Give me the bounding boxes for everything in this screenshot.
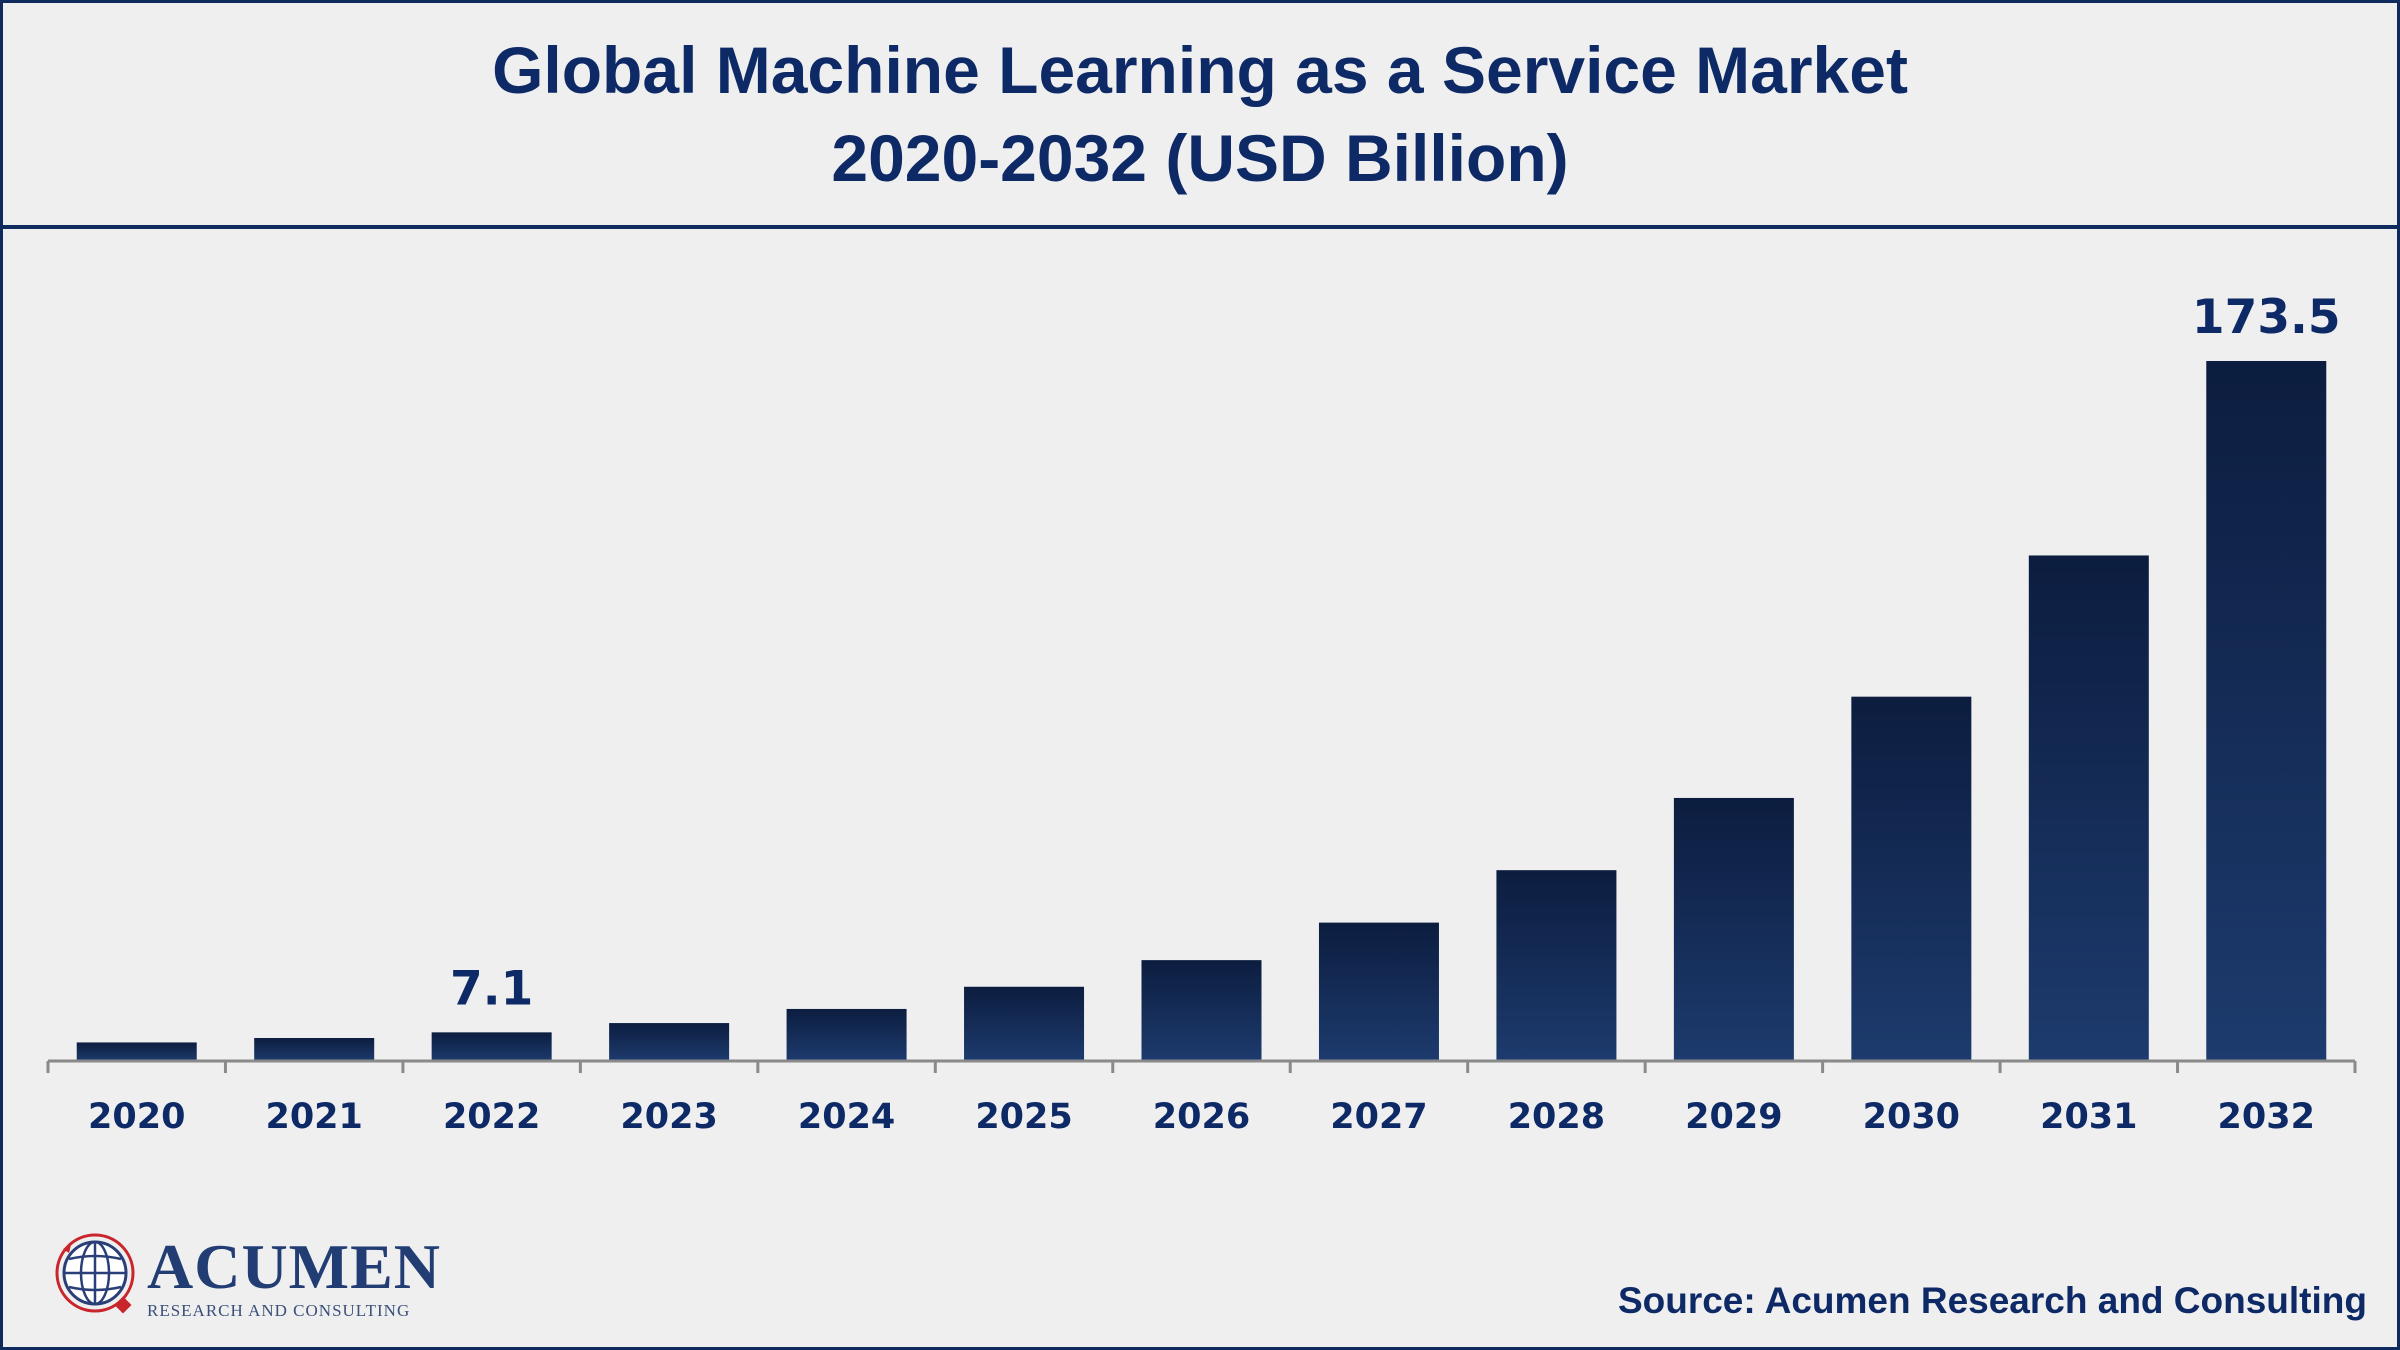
x-tick-label-2024: 2024 — [798, 1097, 895, 1137]
bar-2020 — [76, 1042, 197, 1061]
bar-2027 — [1318, 922, 1439, 1061]
bar-2029 — [1673, 797, 1794, 1061]
data-label-2022: 7.1 — [450, 961, 533, 1016]
bar-2028 — [1496, 870, 1617, 1061]
globe-icon — [55, 1233, 135, 1314]
x-tick-label-2026: 2026 — [1153, 1097, 1250, 1137]
header-divider — [3, 225, 2397, 229]
x-tick-label-2028: 2028 — [1508, 1097, 1605, 1137]
x-tick-label-2020: 2020 — [88, 1097, 185, 1137]
bar-2025 — [964, 986, 1085, 1061]
chart-header: Global Machine Learning as a Service Mar… — [3, 3, 2397, 225]
bar-2026 — [1141, 960, 1262, 1061]
bar-2031 — [2028, 555, 2149, 1061]
x-axis — [46, 1059, 2357, 1073]
data-label-2032: 173.5 — [2192, 290, 2341, 345]
bar-2030 — [1851, 696, 1972, 1061]
x-tick-label-2022: 2022 — [443, 1097, 540, 1137]
x-tick-label-2025: 2025 — [975, 1097, 1072, 1137]
x-tick-label-2032: 2032 — [2218, 1097, 2315, 1137]
x-tick-label-2021: 2021 — [265, 1097, 362, 1137]
x-tick-label-2029: 2029 — [1685, 1097, 1782, 1137]
company-logo: ACUMEN RESEARCH AND CONSULTING — [53, 1225, 443, 1325]
chart-title-line-2: 2020-2032 (USD Billion) — [831, 121, 1569, 195]
bars-layer — [76, 361, 2327, 1061]
x-tick-label-2023: 2023 — [620, 1097, 717, 1137]
x-tick-label-2030: 2030 — [1863, 1097, 1960, 1137]
labels-layer: 2020 2021 2022 2023 2024 2025 2026 2027 2028 2029… — [88, 290, 2341, 1137]
bar-2022 — [431, 1032, 552, 1061]
bar-chart: 2020 2021 2022 2023 2024 2025 2026 2027 2028 2029… — [46, 290, 2357, 1137]
bar-2021 — [254, 1038, 375, 1061]
logo-wordmark: ACUMEN — [147, 1231, 441, 1302]
source-note: Source: Acumen Research and Consulting — [1617, 1280, 2367, 1321]
bar-2023 — [609, 1023, 730, 1061]
x-tick-label-2031: 2031 — [2040, 1097, 2137, 1137]
x-tick-label-2027: 2027 — [1330, 1097, 1427, 1137]
chart-title-line-1: Global Machine Learning as a Service Mar… — [492, 33, 1908, 107]
logo-tagline: RESEARCH AND CONSULTING — [147, 1301, 411, 1320]
bar-2032 — [2206, 361, 2327, 1061]
bar-2024 — [786, 1008, 907, 1061]
